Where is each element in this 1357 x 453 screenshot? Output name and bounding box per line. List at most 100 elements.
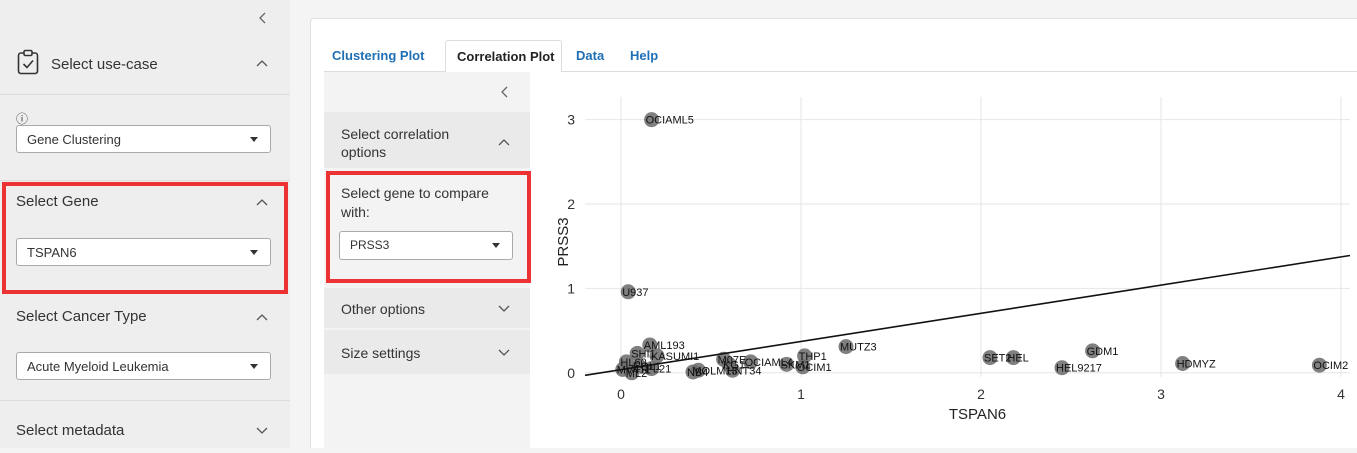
cancer-title: Select Cancer Type [16, 308, 147, 325]
divider [0, 180, 290, 181]
cancer-type-select-value: Acute Myeloid Leukemia [27, 359, 169, 374]
data-point [1005, 350, 1021, 366]
y-axis-ticks: 0 1 2 3 [567, 112, 575, 381]
gene-section-header[interactable]: Select Gene [0, 182, 290, 232]
info-icon[interactable]: ⓘ [16, 112, 29, 126]
compare-gene-select[interactable]: PRSS3 [339, 231, 513, 260]
correlation-plot[interactable]: 0 1 2 3 0 1 2 3 4 OCIAML5 U937 MUTZ3 GDM1 SET2 HEL HE… [530, 72, 1357, 448]
data-point-label: SET2 [984, 353, 1012, 365]
caret-down-icon [250, 364, 258, 369]
data-point-label: NB4 [687, 367, 708, 379]
compare-gene-select-value: PRSS3 [350, 238, 390, 252]
data-points [615, 112, 1327, 381]
data-point-label: GDM1 [1087, 346, 1119, 358]
data-point [685, 364, 701, 380]
collapse-sidebar-icon[interactable] [257, 12, 269, 24]
size-settings-title: Size settings [341, 345, 421, 361]
data-point-label: KG1 [723, 359, 745, 371]
x-tick-label: 1 [797, 386, 805, 402]
data-point-label: MUTZ3 [840, 342, 877, 354]
data-point-label: HL60 [620, 357, 646, 369]
use-case-select[interactable]: Gene Clustering [16, 125, 271, 153]
chevron-up-icon[interactable] [256, 59, 268, 71]
data-point-label: HEL [1007, 353, 1028, 365]
trend-line [584, 254, 1351, 377]
correlation-options-title: Select correlation options [341, 126, 450, 160]
other-options-title: Other options [341, 301, 426, 317]
data-point [642, 337, 658, 353]
data-point [779, 356, 795, 372]
gene-title: Select Gene [16, 193, 99, 210]
tab-data[interactable]: Data [576, 40, 616, 72]
data-point-label: M07E [718, 354, 747, 366]
x-tick-label: 3 [1157, 386, 1165, 402]
data-point [1085, 343, 1101, 359]
use-case-title: Select use-case [51, 56, 158, 73]
data-point-label: PL21 [646, 364, 672, 376]
chevron-down-icon[interactable] [498, 305, 510, 317]
data-point [649, 348, 665, 364]
data-point [982, 350, 998, 366]
tab-help[interactable]: Help [630, 40, 670, 72]
data-point-label: HEL9217 [1056, 363, 1102, 375]
cancer-section-header[interactable]: Select Cancer Type [0, 296, 290, 346]
grid-lines [585, 97, 1350, 377]
x-tick-label: 2 [977, 386, 985, 402]
tab-clustering-plot[interactable]: Clustering Plot [332, 40, 442, 72]
chevron-down-icon[interactable] [256, 427, 268, 439]
tab-label: Data [576, 48, 605, 63]
x-tick-label: 0 [617, 386, 625, 402]
sidebar: Select use-case ⓘ Gene Clustering Select… [0, 0, 290, 448]
data-point-label: HDMYZ [1177, 359, 1216, 371]
data-point-label: OCIAML5 [646, 115, 694, 127]
use-case-select-value: Gene Clustering [27, 132, 121, 147]
chevron-down-icon[interactable] [498, 349, 510, 361]
collapse-options-icon[interactable] [499, 86, 511, 98]
data-point [743, 354, 759, 370]
data-point-label: THP1 [799, 351, 827, 363]
y-tick-label: 1 [567, 280, 575, 296]
other-options-header[interactable]: Other options [324, 288, 530, 328]
caret-down-icon [492, 243, 500, 248]
chevron-up-icon[interactable] [498, 138, 510, 150]
chevron-up-icon[interactable] [256, 313, 268, 325]
data-point-label: SKM1 [781, 359, 811, 371]
metadata-section-header[interactable]: Select metadata [0, 404, 290, 448]
data-point-label: HNT34 [727, 365, 762, 377]
data-point-label: MV411 [617, 364, 651, 376]
data-point [795, 359, 811, 375]
use-case-section-header[interactable]: Select use-case [0, 38, 290, 88]
caret-down-icon [250, 137, 258, 142]
data-point [1175, 356, 1191, 371]
gene-select-value: TSPAN6 [27, 245, 77, 260]
correlation-options-header[interactable]: Select correlation options [324, 112, 530, 168]
y-axis-label: PRSS3 [555, 217, 572, 266]
highlight-box-gene [2, 182, 288, 294]
data-point-label: OCIM1 [797, 362, 832, 374]
data-point-label: SHI1 [631, 348, 655, 360]
x-axis-ticks: 0 1 2 3 4 [617, 386, 1345, 402]
data-point [1311, 357, 1327, 373]
tab-correlation-plot[interactable]: Correlation Plot [445, 40, 562, 72]
x-tick-label: 4 [1337, 386, 1345, 402]
cancer-type-select[interactable]: Acute Myeloid Leukemia [16, 352, 271, 380]
tab-label: Clustering Plot [332, 48, 425, 63]
divider [0, 94, 290, 95]
x-axis-label: TSPAN6 [949, 406, 1006, 423]
data-point-label: ML2 [626, 368, 647, 380]
size-settings-header[interactable]: Size settings [324, 330, 530, 374]
data-point [620, 284, 636, 300]
tab-bar-line [324, 71, 1357, 72]
gene-select[interactable]: TSPAN6 [16, 238, 271, 266]
data-point [629, 345, 645, 361]
highlight-box-compare [326, 171, 531, 283]
data-point-label: OCIAML4 [745, 357, 793, 369]
data-point-label: OCIM2 [1313, 360, 1348, 372]
data-point [838, 339, 854, 355]
data-point-label: MOLM13 [692, 365, 737, 377]
metadata-title: Select metadata [16, 422, 125, 439]
tab-label: Correlation Plot [457, 49, 555, 64]
chevron-up-icon[interactable] [256, 198, 268, 210]
